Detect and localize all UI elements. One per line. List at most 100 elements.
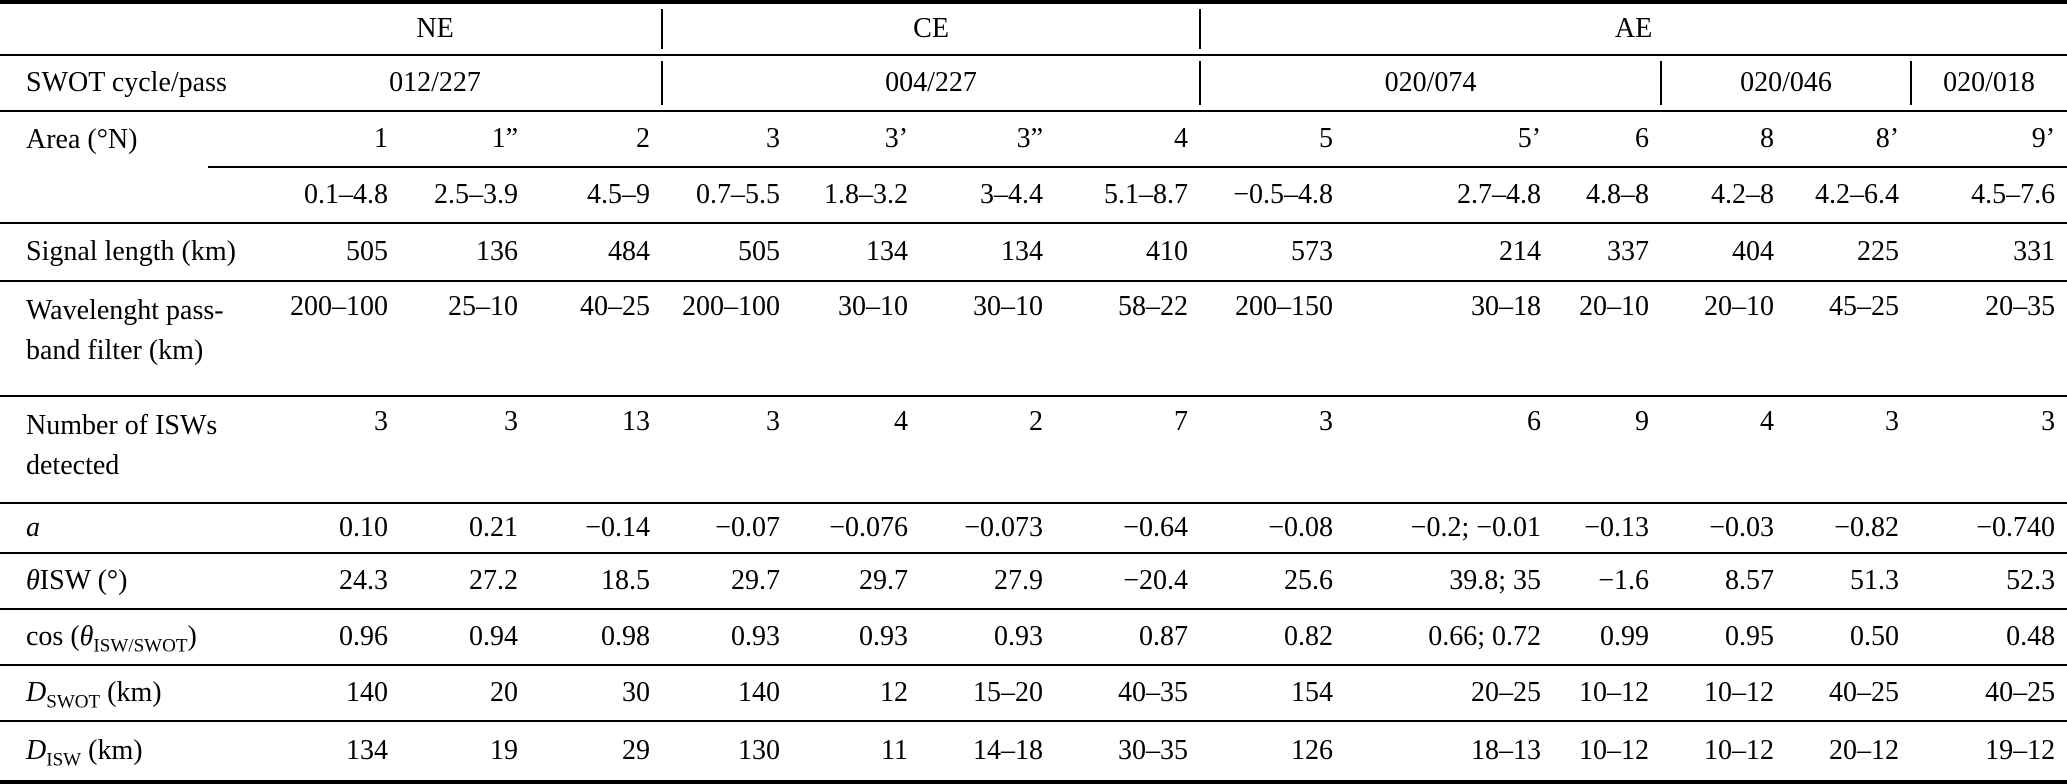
empty-corner-cell [0, 2, 208, 56]
data-cell: 5.1–8.7 [1055, 167, 1201, 224]
theta-symbol: θ [79, 621, 94, 652]
data-cell: 0.1–4.8 [208, 167, 400, 224]
data-cell: 3” [920, 111, 1056, 168]
row-label: cos (θISW/SWOT) [0, 609, 208, 666]
area-range-row: 0.1–4.8 2.5–3.9 4.5–9 0.7–5.5 1.8–3.2 3–… [0, 167, 2067, 224]
data-cell: 20–25 [1345, 665, 1554, 722]
data-cell: 004/227 [661, 55, 1201, 112]
data-cell: 20–12 [1829, 735, 1900, 766]
row-label-rest: (km) [81, 735, 143, 766]
data-cell: 020/046 [1660, 55, 1912, 112]
data-cell: 0.94 [400, 609, 530, 666]
data-cell: 0.10 [208, 503, 400, 554]
data-cell: 2 [920, 396, 1056, 504]
data-cell: 0.93 [792, 609, 921, 666]
data-cell: 9’ [1911, 111, 2067, 168]
data-cell: 4.5–9 [530, 167, 663, 224]
data-cell: 3’ [792, 111, 921, 168]
data-cell: 29 [622, 735, 651, 766]
data-cell: 19–12 [1985, 735, 2056, 766]
group-header-ce: CE [661, 2, 1201, 56]
data-cell: 4.2–8 [1661, 167, 1787, 224]
data-cell: 40–25 [530, 281, 663, 397]
data-cell: 27.2 [400, 553, 530, 610]
data-cell: 5 [1200, 111, 1346, 168]
data-cell: 3 [1200, 396, 1346, 504]
data-cell: 012/227 [208, 55, 663, 112]
data-cell: 4.8–8 [1553, 167, 1662, 224]
row-label-rest: (km) [100, 677, 162, 708]
data-cell: 0.66; 0.72 [1345, 609, 1554, 666]
data-cell: 331 [1911, 223, 2067, 282]
data-cell: 505 [208, 223, 400, 282]
data-cell: 15–20 [920, 665, 1056, 722]
data-cell: 2.7–4.8 [1345, 167, 1554, 224]
theta-symbol: θ [26, 565, 40, 596]
data-cell: 18.5 [530, 553, 663, 610]
data-cell: 140 [662, 665, 793, 722]
row-label-suffix: ) [187, 621, 197, 652]
group-header-ne: NE [208, 2, 663, 56]
data-cell: 0.87 [1055, 609, 1201, 666]
data-cell: 29.7 [662, 553, 793, 610]
data-cell: 200–150 [1200, 281, 1346, 397]
row-label-line1: Number of ISWs [26, 410, 218, 441]
data-cell: 30 [530, 665, 663, 722]
data-cell: −0.076 [792, 503, 921, 554]
area-id-row: Area (°N) 1 1” 2 3 3’ 3” 4 5 5’ 6 8 8’ 9… [0, 111, 2067, 168]
data-cell: 0.93 [662, 609, 793, 666]
data-cell: 40–35 [1055, 665, 1201, 722]
data-cell: 20 [400, 665, 530, 722]
data-cell: 4 [1055, 111, 1201, 168]
d-symbol: D [26, 735, 47, 766]
data-cell: 10–12 [1553, 665, 1662, 722]
data-cell: 0.93 [920, 609, 1056, 666]
data-cell: 10–12 [1661, 665, 1787, 722]
row-label: DSWOT (km) [0, 665, 208, 722]
data-cell: 10–12 [1704, 735, 1775, 766]
data-cell: −0.64 [1055, 503, 1201, 554]
data-cell: 410 [1055, 223, 1201, 282]
data-cell: 4 [792, 396, 921, 504]
data-cell: 20–35 [1911, 281, 2067, 397]
data-cell: 200–100 [662, 281, 793, 397]
data-cell: 0.98 [530, 609, 663, 666]
data-cell: 27.9 [920, 553, 1056, 610]
row-label: Area (°N) [26, 123, 138, 155]
data-cell: −0.740 [1911, 503, 2067, 554]
data-cell: 8’ [1786, 111, 1912, 168]
row-label: a [0, 503, 208, 554]
row-label: Number of ISWs detected [0, 396, 217, 504]
data-cell: 3 [400, 396, 530, 504]
data-cell: 130 [738, 735, 781, 766]
group-header-ae: AE [1199, 2, 2067, 56]
data-cell: 140 [208, 665, 400, 722]
data-cell: 134 [346, 735, 388, 766]
data-cell: 30–18 [1345, 281, 1554, 397]
data-cell: 1.8–3.2 [792, 167, 921, 224]
data-cell: 200–100 [208, 281, 400, 397]
data-cell: 4 [1661, 396, 1787, 504]
signal-length-row: Signal length (km) 505 136 484 505 134 1… [0, 223, 2067, 282]
d-swot-row: DSWOT (km) 140 20 30 140 12 15–20 40–35 … [0, 665, 2067, 722]
data-cell: 25.6 [1200, 553, 1346, 610]
data-cell: 40–25 [1911, 665, 2067, 722]
data-cell: 52.3 [1911, 553, 2067, 610]
data-cell: 30–35 [1118, 735, 1189, 766]
data-cell: 51.3 [1786, 553, 1912, 610]
data-cell: −0.08 [1200, 503, 1346, 554]
row-label: Wavelenght pass-band filter (km) [0, 281, 224, 397]
data-cell: 020/018 [1910, 55, 2067, 112]
row-label: θISW (°) [0, 553, 208, 610]
data-cell: 7 [1055, 396, 1201, 504]
data-cell: 0.82 [1200, 609, 1346, 666]
num-isws-row: Number of ISWs detected 3 3 13 3 4 2 7 3 … [0, 396, 2067, 504]
data-cell: 484 [530, 223, 663, 282]
row-label-subscript: ISW/SWOT [93, 635, 188, 657]
d-isw-row: DISW (km) 134 19 29 130 11 14–18 30–35 1… [0, 721, 2067, 782]
data-cell: 154 [1200, 665, 1346, 722]
data-cell: 136 [400, 223, 530, 282]
data-cell: 6 [1553, 111, 1662, 168]
row-label-line2: band filter (km) [26, 334, 204, 366]
